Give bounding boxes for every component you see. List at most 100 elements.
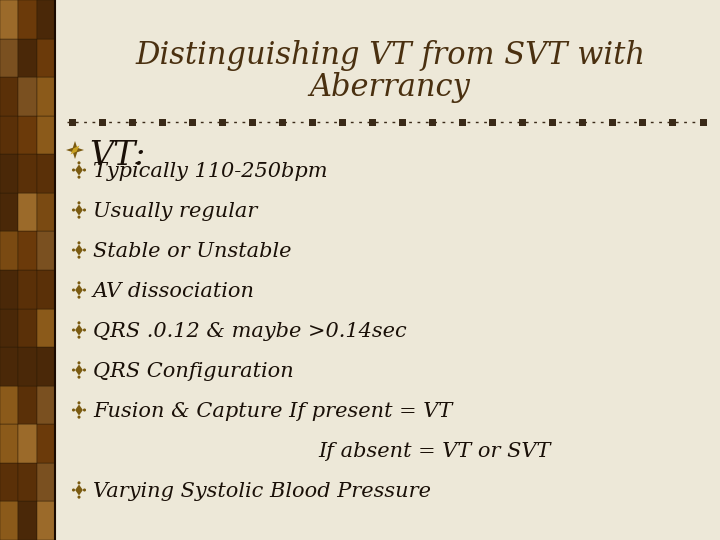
Bar <box>399 118 406 125</box>
Bar <box>18 38 37 77</box>
Bar <box>0 270 18 308</box>
Circle shape <box>78 401 81 404</box>
Bar <box>129 118 135 125</box>
Bar <box>0 38 18 77</box>
Bar <box>0 463 18 502</box>
Circle shape <box>78 321 81 325</box>
Bar <box>18 308 37 347</box>
Circle shape <box>78 481 81 484</box>
Polygon shape <box>75 325 83 335</box>
Bar <box>549 118 557 125</box>
Text: QRS Configuration: QRS Configuration <box>93 362 294 381</box>
Circle shape <box>83 208 86 212</box>
Circle shape <box>78 255 81 259</box>
Circle shape <box>72 368 75 372</box>
Bar <box>37 386 55 424</box>
Polygon shape <box>75 364 83 375</box>
Bar <box>18 193 37 232</box>
Bar <box>0 232 18 270</box>
Bar <box>18 154 37 193</box>
Bar <box>18 77 37 116</box>
Bar <box>18 463 37 502</box>
Bar <box>0 424 18 463</box>
Bar <box>37 154 55 193</box>
Bar <box>37 77 55 116</box>
Circle shape <box>72 328 75 332</box>
Circle shape <box>78 416 81 418</box>
Bar <box>459 118 466 125</box>
Bar <box>0 154 18 193</box>
Circle shape <box>72 168 75 172</box>
Bar <box>339 118 346 125</box>
Bar <box>0 502 18 540</box>
Circle shape <box>78 161 81 164</box>
Bar <box>18 116 37 154</box>
Polygon shape <box>66 141 84 159</box>
Bar <box>18 232 37 270</box>
Bar <box>489 118 496 125</box>
Bar <box>580 118 586 125</box>
Text: If absent = VT or SVT: If absent = VT or SVT <box>318 442 550 461</box>
Text: QRS .0.12 & maybe >0.14sec: QRS .0.12 & maybe >0.14sec <box>93 322 407 341</box>
Circle shape <box>78 281 81 285</box>
Bar <box>99 118 106 125</box>
Bar <box>0 77 18 116</box>
Bar <box>37 463 55 502</box>
Bar <box>0 116 18 154</box>
Bar <box>37 116 55 154</box>
Bar <box>700 118 706 125</box>
Bar <box>37 193 55 232</box>
Circle shape <box>72 208 75 212</box>
Bar <box>309 118 316 125</box>
Circle shape <box>83 168 86 172</box>
Bar <box>0 386 18 424</box>
Polygon shape <box>75 484 83 496</box>
Bar <box>219 118 226 125</box>
Text: Distinguishing VT from SVT with: Distinguishing VT from SVT with <box>135 40 645 71</box>
Bar <box>37 308 55 347</box>
Polygon shape <box>71 146 79 154</box>
Bar <box>37 38 55 77</box>
Bar <box>0 0 18 38</box>
Bar <box>18 502 37 540</box>
Bar <box>0 193 18 232</box>
Bar <box>37 232 55 270</box>
Circle shape <box>78 295 81 299</box>
Bar <box>37 424 55 463</box>
Polygon shape <box>75 205 83 215</box>
Text: Aberrancy: Aberrancy <box>310 72 470 103</box>
Polygon shape <box>75 245 83 255</box>
Circle shape <box>72 489 75 491</box>
Bar <box>0 347 18 386</box>
Circle shape <box>83 368 86 372</box>
Text: AV dissociation: AV dissociation <box>93 282 255 301</box>
Bar <box>18 424 37 463</box>
Bar <box>609 118 616 125</box>
Circle shape <box>83 408 86 411</box>
Circle shape <box>78 215 81 219</box>
Bar <box>189 118 196 125</box>
Circle shape <box>78 241 81 245</box>
Bar <box>68 118 76 125</box>
Text: VT:: VT: <box>89 140 145 172</box>
Circle shape <box>72 248 75 252</box>
Circle shape <box>78 376 81 379</box>
Bar <box>18 0 37 38</box>
Text: Typically 110-250bpm: Typically 110-250bpm <box>93 162 328 181</box>
Circle shape <box>78 201 81 205</box>
Text: Fusion & Capture If present = VT: Fusion & Capture If present = VT <box>93 402 452 421</box>
Circle shape <box>83 288 86 292</box>
Polygon shape <box>75 285 83 295</box>
Bar <box>0 308 18 347</box>
Bar <box>639 118 647 125</box>
Polygon shape <box>75 165 83 176</box>
Bar <box>249 118 256 125</box>
Bar <box>37 0 55 38</box>
Bar <box>429 118 436 125</box>
Text: Usually regular: Usually regular <box>93 202 257 221</box>
Circle shape <box>78 361 81 365</box>
Text: Varying Systolic Blood Pressure: Varying Systolic Blood Pressure <box>93 482 431 501</box>
Bar <box>37 270 55 308</box>
Bar <box>158 118 166 125</box>
Bar <box>279 118 286 125</box>
